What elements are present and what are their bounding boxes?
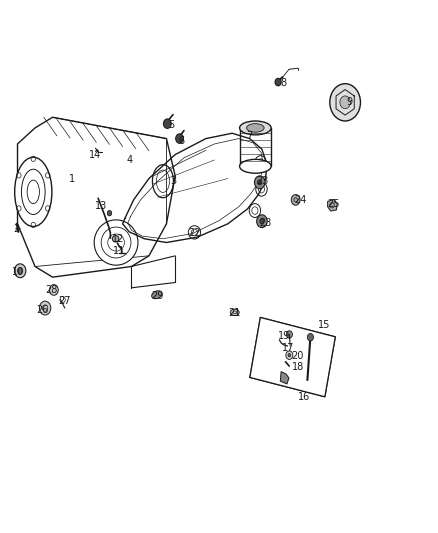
Text: 3: 3	[170, 176, 176, 186]
Text: 8: 8	[281, 78, 287, 87]
Text: 28: 28	[46, 286, 58, 295]
Circle shape	[286, 331, 293, 338]
Polygon shape	[328, 199, 337, 211]
Text: 15: 15	[318, 320, 330, 330]
Circle shape	[260, 219, 264, 224]
Circle shape	[176, 134, 184, 143]
Circle shape	[18, 268, 23, 274]
Circle shape	[39, 301, 51, 315]
Circle shape	[163, 119, 171, 128]
Circle shape	[275, 78, 281, 86]
Circle shape	[254, 176, 265, 189]
Ellipse shape	[247, 124, 264, 132]
Text: 22: 22	[188, 229, 201, 238]
Circle shape	[286, 351, 293, 359]
Circle shape	[14, 264, 26, 278]
Text: 26: 26	[37, 305, 49, 315]
Text: 21: 21	[228, 309, 240, 318]
Text: 7: 7	[247, 131, 253, 141]
Text: 29: 29	[152, 291, 164, 301]
Ellipse shape	[240, 121, 271, 135]
Circle shape	[107, 211, 112, 216]
Ellipse shape	[94, 220, 138, 265]
Circle shape	[49, 285, 58, 295]
Ellipse shape	[230, 309, 239, 316]
Text: 12: 12	[112, 234, 124, 244]
Text: 14: 14	[89, 150, 102, 159]
Circle shape	[340, 96, 350, 109]
Text: 19: 19	[278, 331, 290, 341]
Text: 18: 18	[292, 362, 304, 372]
Circle shape	[258, 180, 262, 185]
Text: 16: 16	[298, 392, 311, 402]
Text: 13: 13	[95, 201, 107, 211]
Text: 6: 6	[179, 136, 185, 146]
Text: 5: 5	[168, 120, 174, 130]
Circle shape	[257, 215, 267, 228]
Text: 27: 27	[59, 296, 71, 306]
Circle shape	[288, 353, 291, 357]
Ellipse shape	[101, 227, 131, 258]
Ellipse shape	[21, 169, 45, 214]
Text: 4: 4	[126, 155, 132, 165]
Ellipse shape	[152, 291, 162, 298]
Text: 9: 9	[346, 98, 353, 107]
Circle shape	[307, 334, 314, 341]
Circle shape	[291, 195, 300, 205]
Text: 1: 1	[69, 174, 75, 183]
Ellipse shape	[14, 157, 52, 227]
Text: 23: 23	[257, 176, 269, 186]
Circle shape	[330, 84, 360, 121]
Text: 23: 23	[259, 218, 271, 228]
Ellipse shape	[240, 159, 271, 173]
Text: 11: 11	[113, 246, 126, 255]
Polygon shape	[250, 318, 336, 397]
Text: 20: 20	[291, 351, 303, 361]
Text: 17: 17	[282, 343, 294, 352]
Ellipse shape	[112, 236, 119, 242]
Text: 25: 25	[328, 199, 340, 208]
Polygon shape	[280, 372, 289, 384]
Text: 2: 2	[14, 224, 20, 234]
Text: 10: 10	[12, 267, 25, 277]
Text: 24: 24	[294, 195, 306, 205]
